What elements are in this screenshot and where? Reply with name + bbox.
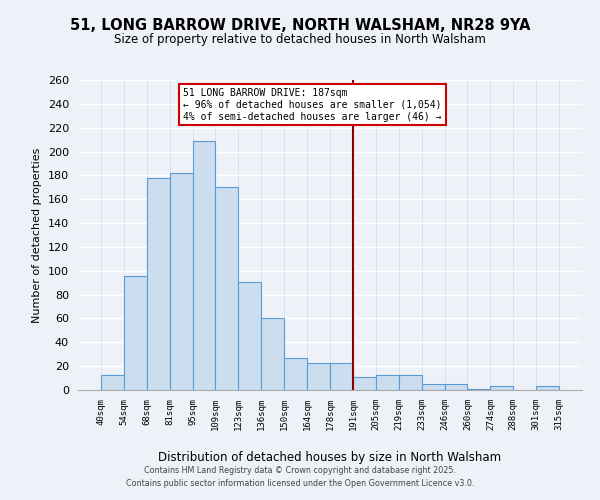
Bar (124, 276, 147, 390)
Text: 51 LONG BARROW DRIVE: 187sqm
← 96% of detached houses are smaller (1,054)
4% of : 51 LONG BARROW DRIVE: 187sqm ← 96% of de… (184, 88, 442, 122)
Bar (193, 141, 215, 390)
Bar (330, 362, 353, 390)
Bar (170, 173, 193, 390)
Bar (536, 386, 559, 390)
Bar (284, 358, 307, 390)
Bar (399, 374, 422, 390)
Bar (147, 178, 170, 390)
Bar (376, 374, 399, 390)
Text: 51, LONG BARROW DRIVE, NORTH WALSHAM, NR28 9YA: 51, LONG BARROW DRIVE, NORTH WALSHAM, NR… (70, 18, 530, 32)
Bar (215, 188, 238, 390)
Bar (490, 386, 513, 390)
Bar (353, 377, 376, 390)
Bar (445, 384, 467, 390)
Bar (261, 318, 284, 390)
Text: Size of property relative to detached houses in North Walsham: Size of property relative to detached ho… (114, 32, 486, 46)
Y-axis label: Number of detached properties: Number of detached properties (32, 148, 42, 322)
Bar (422, 384, 445, 390)
Bar (101, 374, 124, 390)
Bar (467, 389, 490, 390)
Bar (307, 362, 330, 390)
Text: Contains HM Land Registry data © Crown copyright and database right 2025.
Contai: Contains HM Land Registry data © Crown c… (126, 466, 474, 487)
Text: Distribution of detached houses by size in North Walsham: Distribution of detached houses by size … (158, 451, 502, 464)
Bar (238, 282, 261, 390)
